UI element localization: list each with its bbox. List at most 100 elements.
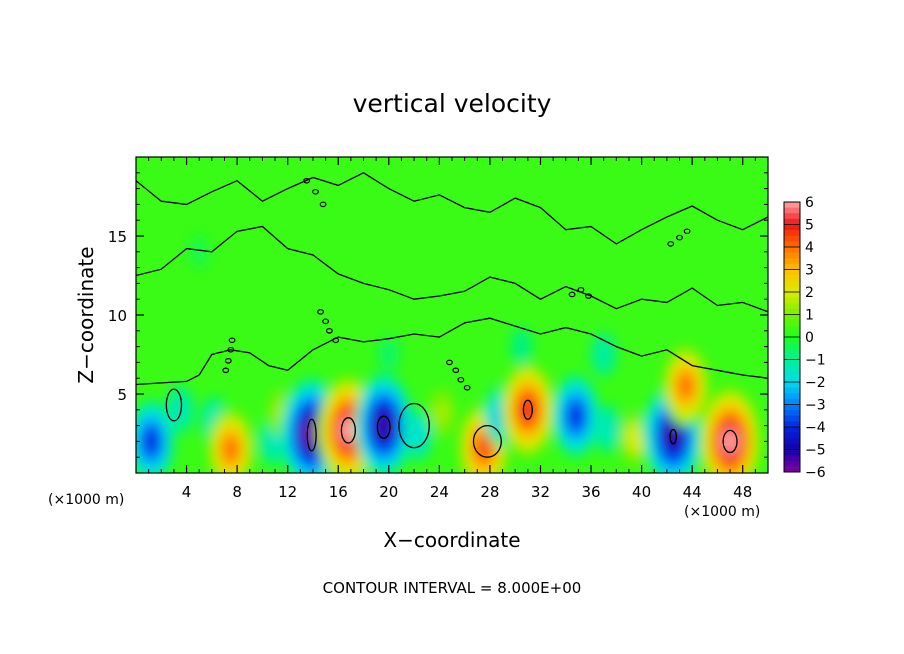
- velocity-cell: [600, 418, 615, 440]
- colorbar-segment: [784, 280, 800, 287]
- colorbar-segment: [784, 252, 800, 259]
- velocity-cell: [510, 327, 533, 366]
- colorbar-tick-label: −1: [805, 353, 826, 369]
- small-contour: [683, 228, 691, 235]
- small-contour: [463, 384, 471, 391]
- x-axis-label: X−coordinate: [383, 528, 520, 552]
- colorbar-segment: [784, 398, 800, 405]
- small-contour: [303, 177, 311, 184]
- velocity-cell: [304, 420, 320, 447]
- chart-title: vertical velocity: [353, 89, 552, 118]
- colorbar-segment: [784, 320, 800, 327]
- colorbar-segment: [784, 410, 800, 417]
- x-tick-label: 40: [632, 483, 651, 501]
- colorbar-segment: [784, 263, 800, 270]
- y-tick-label: 15: [108, 228, 127, 246]
- small-contour: [227, 346, 235, 353]
- velocity-cell: [340, 417, 357, 443]
- colorbar-tick-label: −5: [805, 443, 826, 459]
- colorbar-segment: [784, 258, 800, 265]
- small-contour: [332, 337, 340, 344]
- velocity-cell: [222, 436, 239, 463]
- y-tick-label: 10: [108, 307, 127, 325]
- x-tick-label: 44: [683, 483, 702, 501]
- colorbar-segment: [784, 303, 800, 310]
- colorbar-segment: [784, 460, 800, 467]
- colorbar: 6 5 4 3 2 1 0 −1 −2 −3 −4 −5 −6: [783, 195, 826, 481]
- x-tick-label: 20: [379, 483, 398, 501]
- colorbar-tick-label: 2: [805, 285, 814, 301]
- colorbar-tick-label: 5: [805, 218, 814, 234]
- colorbar-segment: [784, 269, 800, 276]
- small-contour: [577, 286, 585, 293]
- y-axis: 5 10 15: [108, 172, 768, 458]
- colorbar-segment: [784, 308, 800, 315]
- small-contour: [317, 309, 324, 315]
- colorbar-segment: [784, 202, 800, 209]
- colorbar-segment: [784, 415, 800, 422]
- colorbar-segment: [784, 427, 800, 434]
- velocity-cell: [189, 235, 209, 268]
- small-contour: [222, 367, 230, 374]
- small-contour: [319, 201, 327, 208]
- colorbar-segment: [784, 443, 800, 450]
- colorbar-segment: [784, 348, 800, 355]
- colorbar-segment: [784, 382, 800, 389]
- colorbar-segment: [784, 275, 800, 282]
- closed-contour: [398, 402, 430, 449]
- velocity-cell: [567, 402, 584, 430]
- contour-line-3: [136, 172, 768, 245]
- y-tick-label: 5: [117, 386, 127, 404]
- colorbar-tick-label: 6: [805, 195, 814, 211]
- colorbar-segment: [784, 218, 800, 225]
- velocity-cell: [435, 402, 449, 424]
- colorbar-tick-label: −6: [805, 465, 826, 481]
- closed-contour: [340, 417, 356, 444]
- velocity-cell: [677, 372, 694, 400]
- colorbar-segment: [784, 387, 800, 394]
- small-contour: [452, 367, 460, 374]
- velocity-cell: [722, 428, 738, 454]
- x-axis: 4 8 12 16 20 24 28 32 36 40 44 48: [148, 157, 756, 501]
- colorbar-segment: [784, 224, 800, 231]
- colorbar-segment: [784, 421, 800, 428]
- velocity-cell: [409, 421, 427, 449]
- velocity-cell: [378, 417, 390, 434]
- colorbar-segment: [784, 466, 800, 473]
- small-contour: [228, 337, 236, 344]
- colorbar-segment: [784, 449, 800, 456]
- x-tick-label: 12: [278, 483, 297, 501]
- x-tick-label: 8: [232, 483, 242, 501]
- small-contour: [322, 318, 330, 325]
- x-tick-label: 4: [182, 483, 192, 501]
- x-tick-label: 32: [531, 483, 550, 501]
- x-tick-label: 24: [430, 483, 449, 501]
- x-tick-label: 36: [581, 483, 600, 501]
- y-axis-label: Z−coordinate: [74, 246, 98, 383]
- small-contour: [676, 234, 683, 241]
- colorbar-segment: [784, 292, 800, 299]
- colorbar-tick-label: 3: [805, 263, 814, 279]
- small-contour: [568, 291, 576, 298]
- x-unit-left: (×1000 m): [48, 492, 124, 508]
- colorbar-segment: [784, 314, 800, 321]
- contour-line-2: [136, 225, 768, 313]
- colorbar-segment: [784, 353, 800, 360]
- small-contour: [457, 376, 465, 383]
- x-tick-label: 28: [480, 483, 499, 501]
- closed-contour: [306, 418, 317, 452]
- closed-contour: [722, 429, 738, 454]
- x-unit-right: (×1000 m): [684, 504, 760, 520]
- velocity-cell: [173, 399, 187, 421]
- colorbar-segment: [784, 359, 800, 366]
- colorbar-segment: [784, 331, 800, 338]
- colorbar-tick-label: 0: [805, 330, 814, 346]
- colorbar-tick-label: 4: [805, 240, 814, 256]
- plot-area: [136, 157, 768, 473]
- colorbar-segment: [784, 230, 800, 237]
- colorbar-segment: [784, 455, 800, 462]
- colorbar-tick-label: −3: [805, 398, 826, 414]
- colorbar-segment: [784, 241, 800, 248]
- velocity-cell: [625, 422, 645, 454]
- colorbar-segment: [784, 325, 800, 332]
